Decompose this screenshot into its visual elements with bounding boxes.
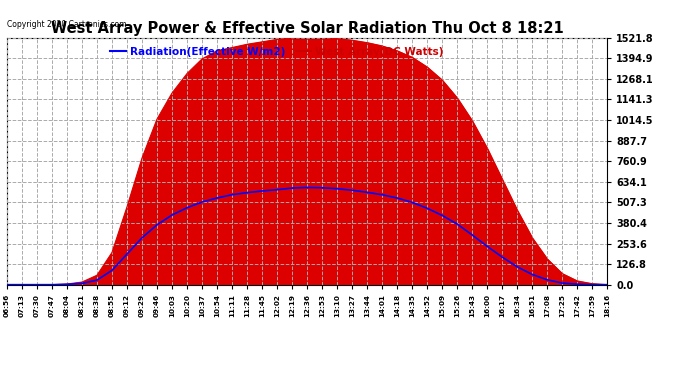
Title: West Array Power & Effective Solar Radiation Thu Oct 8 18:21: West Array Power & Effective Solar Radia… xyxy=(50,21,564,36)
Text: Copyright 2020 Cartronics.com: Copyright 2020 Cartronics.com xyxy=(7,20,126,29)
Legend: Radiation(Effective W/m2), West Array(DC Watts): Radiation(Effective W/m2), West Array(DC… xyxy=(106,43,448,61)
